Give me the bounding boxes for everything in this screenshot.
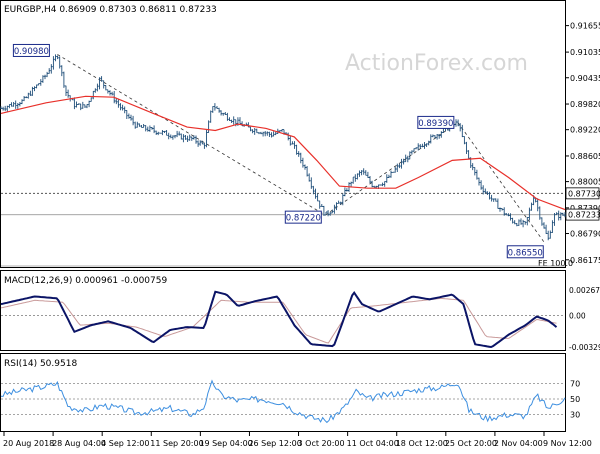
moving-average-line (0, 95, 566, 211)
swing-trend-line (457, 122, 546, 245)
price-y-tick-label: 0.89820 (570, 100, 600, 109)
swing-label-box (12, 43, 50, 57)
price-y-tick-label: 0.88005 (570, 178, 600, 187)
x-tick-label: 11 Sep 20:00 (150, 439, 203, 448)
price-bars (0, 54, 566, 241)
price-y-tick-label: 0.91035 (570, 48, 600, 57)
price-y-tick-label: 0.89220 (570, 126, 600, 135)
swing-trend-line (57, 54, 326, 216)
price-header: EURGBP,H4 0.86909 0.87303 0.86811 0.8723… (4, 5, 217, 15)
watermark: ActionForex.com (345, 51, 528, 76)
price-y-tick-label: 0.87390 (570, 204, 600, 213)
swing-label-box (506, 245, 544, 259)
price-axis-box (565, 208, 600, 221)
fe-label: FE 100.0 (538, 259, 573, 268)
price-axis-box (565, 187, 600, 200)
swing-label: 0.90980 (14, 47, 49, 57)
x-tick-label: 9 Nov 12:00 (543, 439, 592, 448)
rsi-line (0, 379, 566, 424)
rsi-header: RSI(14) 50.9518 (4, 359, 77, 369)
x-tick-label: 2 Nov 04:00 (494, 439, 543, 448)
rsi-y-tick-label: 50 (570, 395, 580, 404)
price-axis-box-label: 0.87233 (568, 211, 600, 220)
price-y-tick-label: 0.86790 (570, 230, 600, 239)
rsi-y-tick-label: 70 (570, 380, 580, 389)
x-tick-label: 18 Oct 12:00 (396, 439, 448, 448)
price-y-tick-label: 0.91655 (570, 22, 600, 31)
macd-y-tick-label: 0.002673 (569, 286, 600, 295)
price-y-tick-label: 0.88605 (570, 152, 600, 161)
swing-label: 0.89390 (418, 119, 453, 129)
macd-panel-frame (0, 270, 566, 351)
x-tick-label: 3 Oct 20:00 (298, 439, 345, 448)
price-y-tick-label: 0.86175 (570, 256, 600, 265)
price-y-tick-label: 0.90435 (570, 74, 600, 83)
swing-label: 0.86550 (508, 248, 543, 258)
x-tick-label: 25 Oct 20:00 (445, 439, 497, 448)
x-tick-label: 11 Oct 04:00 (347, 439, 399, 448)
macd-line (0, 290, 558, 349)
x-tick-label: 19 Sep 04:00 (199, 439, 252, 448)
x-tick-label: 28 Aug 04:00 (52, 439, 106, 448)
price-panel-frame (0, 0, 566, 268)
swing-label-box (284, 210, 322, 224)
rsi-panel-frame (0, 353, 566, 432)
rsi-y-tick-label: 30 (570, 411, 580, 420)
macd-y-tick-label: 0.00 (569, 312, 586, 321)
x-tick-label: 20 Aug 2018 (3, 439, 54, 448)
x-tick-label: 4 Sep 12:00 (101, 439, 149, 448)
macd-header: MACD(12,26,9) 0.000961 -0.000759 (4, 276, 167, 286)
price-axis-box-label: 0.87730 (568, 189, 600, 198)
swing-trend-line (325, 122, 459, 216)
swing-label-box (417, 115, 455, 129)
macd-y-tick-label: -0.003293 (569, 343, 600, 352)
swing-label: 0.87220 (286, 214, 321, 224)
x-tick-label: 26 Sep 12:00 (248, 439, 301, 448)
